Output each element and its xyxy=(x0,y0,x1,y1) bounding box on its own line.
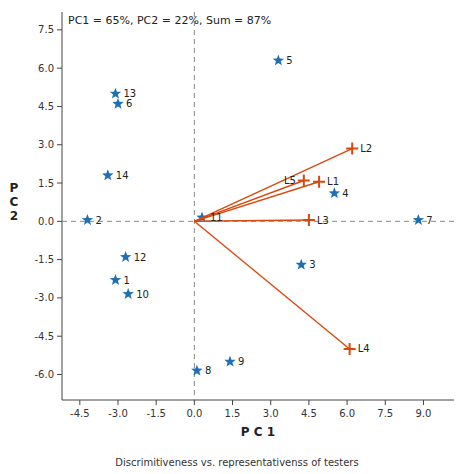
x-axis-label: P C 1 xyxy=(241,425,275,439)
point-star xyxy=(120,251,131,262)
point-labels: 1234567891011121314L1L2L3L4L5 xyxy=(95,55,432,376)
x-tick-label: 4.5 xyxy=(301,408,317,419)
x-tick xyxy=(347,400,348,405)
x-tick-label: -4.5 xyxy=(70,408,90,419)
x-tick xyxy=(156,400,157,405)
point-star xyxy=(191,365,202,376)
point-star xyxy=(110,274,121,285)
origin-v-line xyxy=(194,12,195,400)
x-tick xyxy=(232,400,233,405)
chart: -4.5 -3.0 -1.5 0.0 1.5 3.0 4.5 6.0 7.5 9.0 -6.0 -4.… xyxy=(0,0,474,474)
point-label: 10 xyxy=(136,289,149,300)
point-star xyxy=(329,187,340,198)
x-tick xyxy=(270,400,271,405)
point-star xyxy=(413,214,424,225)
point-label: L1 xyxy=(327,176,339,187)
y-tick-label: 7.5 xyxy=(38,24,54,35)
x-tick-label: 7.5 xyxy=(377,408,393,419)
x-tick-label: 6.0 xyxy=(339,408,355,419)
vector-line xyxy=(194,149,352,222)
point-label: 8 xyxy=(205,365,211,376)
y-tick-label: -3.0 xyxy=(34,292,54,303)
title: PC1 = 65%, PC2 = 22%, Sum = 87% xyxy=(68,14,271,27)
x-tick xyxy=(385,400,386,405)
point-label: L2 xyxy=(360,143,372,154)
x-tick-label: 0.0 xyxy=(186,408,202,419)
point-plus xyxy=(344,343,356,355)
y-tick xyxy=(57,221,62,222)
y-tick-label: -6.0 xyxy=(34,369,54,380)
x-tick xyxy=(308,400,309,405)
y-axis-label: PC2 xyxy=(10,181,19,223)
point-star xyxy=(273,55,284,66)
y-tick xyxy=(57,106,62,107)
y-tick xyxy=(57,144,62,145)
point-label: L5 xyxy=(284,175,296,186)
y-tick-label: -1.5 xyxy=(34,254,54,265)
y-tick-label: 0.0 xyxy=(38,216,54,227)
point-label: 5 xyxy=(286,55,292,66)
x-tick xyxy=(118,400,119,405)
point-plus xyxy=(346,143,358,155)
point-plus xyxy=(303,214,315,226)
y-tick-label: 3.0 xyxy=(38,139,54,150)
y-tick-label: 6.0 xyxy=(38,63,54,74)
x-tick-label: -1.5 xyxy=(146,408,166,419)
point-plus xyxy=(313,176,325,188)
y-tick-label: -4.5 xyxy=(34,331,54,342)
point-label: L3 xyxy=(317,215,329,226)
x-axis-line xyxy=(62,400,454,401)
plot-area xyxy=(62,12,454,400)
x-tick-label: 3.0 xyxy=(263,408,279,419)
point-label: 6 xyxy=(126,98,132,109)
point-star xyxy=(224,356,235,367)
point-plus xyxy=(298,174,310,186)
point-star xyxy=(112,98,123,109)
point-label: 13 xyxy=(123,88,136,99)
y-tick-label: 1.5 xyxy=(38,178,54,189)
point-star xyxy=(122,288,133,299)
point-label: 3 xyxy=(309,259,315,270)
y-tick xyxy=(57,29,62,30)
point-star xyxy=(102,169,113,180)
point-label: 14 xyxy=(116,170,129,181)
point-label: 11 xyxy=(210,212,223,223)
y-tick xyxy=(57,259,62,260)
point-label: L4 xyxy=(358,343,370,354)
y-tick xyxy=(57,336,62,337)
point-label: 7 xyxy=(426,215,432,226)
y-tick-label: 4.5 xyxy=(38,101,54,112)
vector-line xyxy=(194,221,349,349)
y-tick xyxy=(57,374,62,375)
y-tick xyxy=(57,183,62,184)
y-tick xyxy=(57,68,62,69)
x-tick-label: 9.0 xyxy=(416,408,432,419)
point-label: 9 xyxy=(238,356,244,367)
point-label: 2 xyxy=(95,215,101,226)
x-tick-label: -3.0 xyxy=(108,408,128,419)
point-label: 12 xyxy=(134,252,147,263)
x-tick xyxy=(423,400,424,405)
x-tick xyxy=(79,400,80,405)
point-label: 4 xyxy=(342,188,348,199)
y-axis-line xyxy=(62,12,63,400)
point-star xyxy=(296,259,307,270)
point-label: 1 xyxy=(123,275,129,286)
y-tick xyxy=(57,297,62,298)
origin-h-line xyxy=(62,221,454,222)
point-star xyxy=(82,214,93,225)
x-tick xyxy=(194,400,195,405)
x-tick-label: 1.5 xyxy=(225,408,241,419)
subtitle: Discrimitiveness vs. representativenss o… xyxy=(115,457,358,468)
point-star xyxy=(110,88,121,99)
